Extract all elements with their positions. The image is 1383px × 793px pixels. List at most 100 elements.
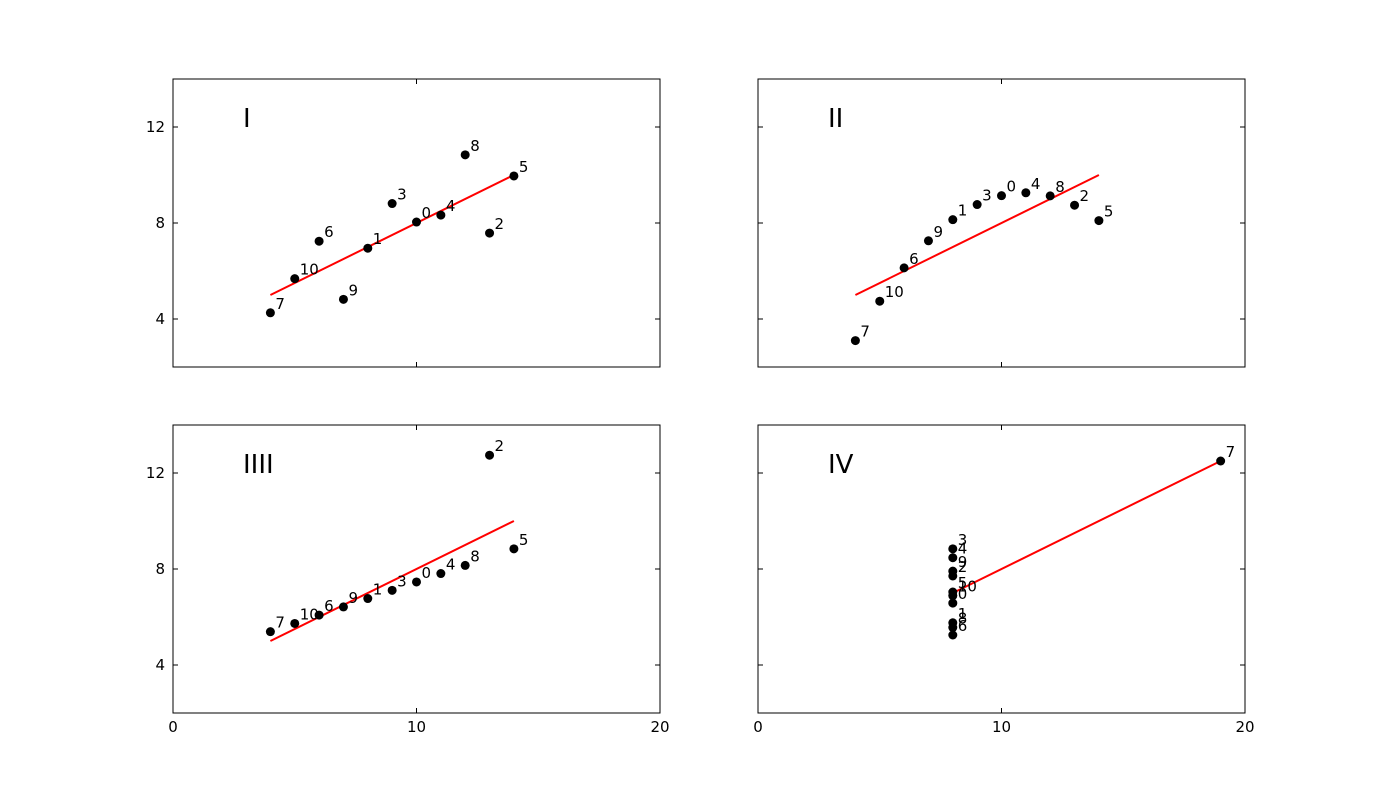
panel-annotation: II [828,104,843,134]
point-label: 0 [1007,178,1017,196]
fit-line [854,174,1100,296]
point-label: 8 [958,610,968,628]
point-label: 4 [958,540,968,558]
point [265,627,275,637]
panel-annotation: IV [828,450,854,480]
point-label: 2 [1080,187,1090,205]
y-tick-label: 8 [155,560,165,578]
y-tick-label: 4 [155,310,165,328]
subplot: 0 1 2 3 4 5 6 7 8 9 10 II [757,78,1246,368]
point-label: 4 [1031,175,1041,193]
point-label: 9 [958,553,968,571]
point-label: 0 [422,564,432,582]
point [412,577,421,587]
panel-annotation: IIII [243,450,274,480]
point-label: 2 [495,215,505,233]
point [338,602,348,612]
point-label: 0 [958,585,968,603]
point [875,296,885,306]
point [338,294,348,304]
point [948,623,958,633]
point-label: 4 [446,556,456,574]
point [948,544,958,554]
point [1094,216,1104,226]
point-label: 10 [885,283,904,301]
point-label: 9 [348,281,358,299]
point [436,569,446,579]
x-tick-label: 10 [407,718,426,736]
point-label: 1 [958,605,968,623]
x-tick-label: 0 [753,718,763,736]
point-label: 6 [324,223,334,241]
point [460,560,470,570]
point-label: 5 [958,574,968,592]
point [485,450,495,460]
point-label: 7 [275,295,285,313]
point-label: 9 [933,223,943,241]
point [290,618,300,628]
point [1216,456,1226,466]
point [387,585,397,595]
point-label: 1 [958,202,968,220]
x-tick-label: 0 [168,718,178,736]
point-label: 5 [1104,203,1114,221]
point-label: 6 [324,597,334,615]
point-label: 7 [1226,443,1236,461]
y-tick-label: 4 [155,656,165,674]
point-label: 10 [958,578,977,596]
point [509,171,519,181]
point [460,150,470,160]
point [509,544,519,554]
y-tick-label: 12 [146,118,165,136]
point [948,630,958,640]
point [997,191,1006,201]
x-tick-label: 10 [992,718,1011,736]
point-label: 1 [373,230,383,248]
point-label: 5 [519,531,529,549]
point [436,210,446,220]
point [1021,188,1031,198]
point [412,217,421,227]
point-label: 3 [958,531,968,549]
y-tick-label: 12 [146,464,165,482]
point-label: 7 [275,614,285,632]
point [1070,200,1080,210]
point [948,598,958,608]
point-label: 3 [982,187,992,205]
point [972,200,982,210]
point-label: 4 [446,197,456,215]
point-label: 10 [300,605,319,623]
point-label: 5 [519,158,529,176]
point [314,610,324,620]
point [923,236,933,246]
point [1045,191,1055,201]
y-tick-label: 8 [155,214,165,232]
point [948,215,958,225]
point [387,199,397,209]
point-label: 8 [470,137,480,155]
fit-line [952,460,1222,594]
fit-line [269,520,515,642]
point-label: 2 [495,437,505,455]
point-label: 7 [860,323,870,341]
point-label: 8 [470,547,480,565]
point-label: 3 [397,186,407,204]
point-label: 0 [422,204,432,222]
point [265,308,275,318]
fit-line [269,174,515,296]
point [850,336,860,346]
point [948,591,958,601]
point [363,594,373,604]
point-label: 9 [348,589,358,607]
point-label: 6 [958,617,968,635]
x-tick-label: 20 [650,718,669,736]
point [363,243,373,253]
point [899,263,909,273]
point-label: 6 [909,250,919,268]
panel-annotation: I [243,104,251,134]
point-label: 10 [300,261,319,279]
